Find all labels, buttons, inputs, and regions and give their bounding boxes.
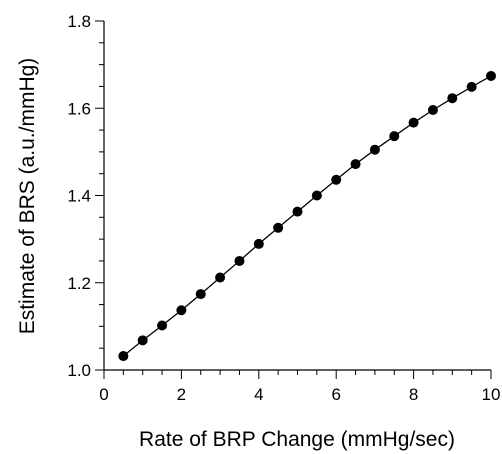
y-tick-label: 1.2 (67, 274, 91, 293)
data-point (408, 117, 419, 128)
data-point (389, 131, 400, 142)
y-tick-label: 1.6 (67, 99, 91, 118)
x-axis-label: Rate of BRP Change (mmHg/sec) (139, 428, 455, 451)
y-axis-label: Estimate of BRS (a.u./mmHg) (16, 58, 39, 335)
data-point (447, 93, 458, 104)
data-point (137, 335, 148, 346)
data-point (157, 320, 168, 331)
data-point (292, 206, 303, 217)
x-tick-label: 0 (99, 385, 108, 404)
data-point (195, 289, 206, 300)
data-point (215, 272, 226, 283)
data-point (176, 305, 187, 316)
y-tick-label: 1.0 (67, 361, 91, 380)
x-tick-label: 10 (482, 385, 501, 404)
data-point (273, 222, 284, 233)
data-point (331, 174, 342, 185)
x-tick-label: 2 (177, 385, 186, 404)
data-point (253, 238, 264, 249)
data-point (234, 255, 245, 266)
data-point (427, 104, 438, 115)
axes: 0 2 4 6 8 10 1.0 1.2 1.4 1.6 1.8 (67, 12, 500, 404)
x-tick-label: 8 (409, 385, 418, 404)
x-tick-label: 4 (254, 385, 263, 404)
data-point (466, 81, 477, 92)
data-point (486, 70, 496, 81)
data-series (118, 70, 496, 362)
x-tick-label: 6 (331, 385, 340, 404)
data-point (369, 144, 380, 155)
data-point (311, 190, 322, 201)
data-point (118, 351, 129, 362)
y-tick-label: 1.4 (67, 187, 91, 206)
y-tick-label: 1.8 (67, 12, 91, 31)
data-point (350, 159, 361, 170)
